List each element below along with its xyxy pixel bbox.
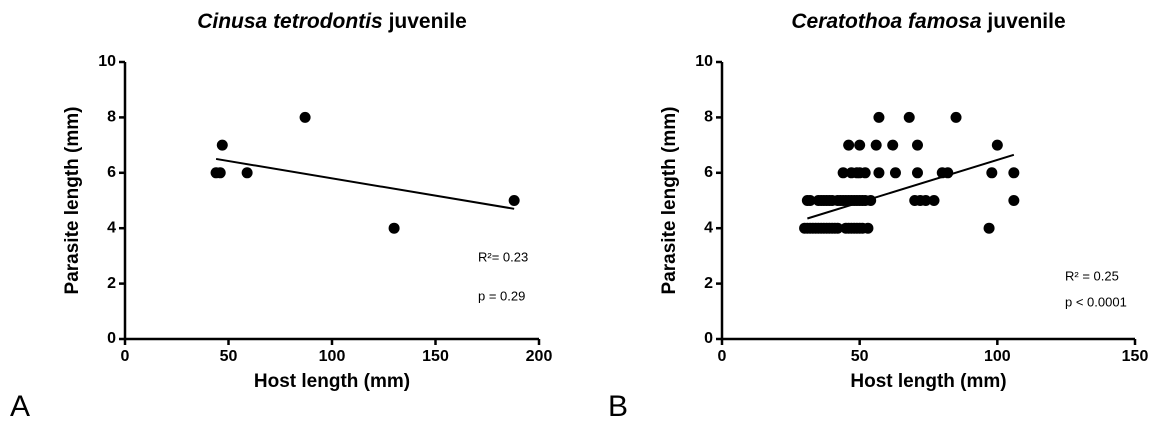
title-species: Cinusa tetrodontis [197,10,383,33]
panel-label: A [10,390,30,423]
y-tick-label: 8 [107,109,116,126]
x-tick-label: 0 [121,348,130,365]
x-tick-label: 150 [1122,348,1149,365]
point [873,111,885,123]
point [1008,167,1020,179]
point [873,167,885,179]
point [950,111,962,123]
point [214,167,226,179]
point [887,139,899,151]
y-tick-label: 2 [107,275,116,292]
y-axis-title: Parasite length (mm) [62,107,83,295]
x-axis-title: Host length (mm) [254,371,410,392]
y-tick-label: 4 [107,219,116,236]
x-axis-title: Host length (mm) [850,371,1006,392]
point [832,222,844,234]
point [911,139,923,151]
point [983,222,995,234]
y-tick-label: 6 [107,164,116,181]
title-stage: juvenile [986,10,1065,33]
point [859,167,871,179]
title-species: Ceratothoa famosa [791,10,982,33]
point [903,111,915,123]
chart-title: Cinusa tetrodontis juvenile [197,10,467,33]
point [889,167,901,179]
y-tick-label: 2 [704,275,713,292]
point [837,167,849,179]
point [928,195,940,206]
x-tick-label: 100 [319,348,346,365]
y-tick-label: 0 [107,330,116,347]
point [854,139,866,151]
x-tick-label: 50 [220,348,238,365]
point [1008,195,1020,206]
y-tick-label: 4 [704,219,713,236]
point [862,222,874,234]
point [299,111,311,123]
x-tick-label: 50 [851,348,869,365]
y-tick-label: 10 [98,53,116,70]
panel-label: B [608,390,628,423]
annotation: R²= 0.23 [478,249,528,264]
point [911,167,923,179]
y-tick-label: 6 [704,164,713,181]
point [508,195,520,206]
x-tick-label: 100 [984,348,1011,365]
point [986,167,998,179]
point [241,167,253,179]
x-tick-label: 150 [422,348,449,365]
point [991,139,1003,151]
chart-title: Ceratothoa famosa juvenile [791,10,1065,33]
point [804,195,816,206]
title-stage: juvenile [388,10,467,33]
y-tick-label: 8 [704,109,713,126]
point [843,139,855,151]
regression-line [807,153,1015,220]
point [870,139,882,151]
annotation: R² = 0.25 [1065,268,1119,283]
regression-line [215,157,515,210]
x-tick-label: 200 [526,348,553,365]
annotation: p = 0.29 [478,288,525,303]
point [216,139,228,151]
y-tick-label: 10 [695,53,713,70]
annotation: p < 0.0001 [1065,294,1127,309]
point [388,222,400,234]
y-tick-label: 0 [704,330,713,347]
point [920,195,932,206]
x-tick-label: 0 [718,348,727,365]
y-axis-title: Parasite length (mm) [659,107,680,295]
